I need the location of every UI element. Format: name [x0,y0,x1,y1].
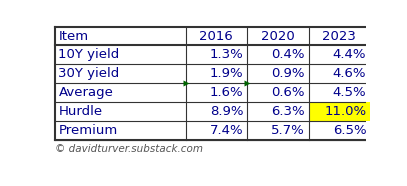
Text: 2023: 2023 [322,30,356,43]
Text: Hurdle: Hurdle [59,105,103,118]
Text: 5.7%: 5.7% [271,124,305,137]
Text: 0.6%: 0.6% [271,86,305,99]
Text: 30Y yield: 30Y yield [59,67,120,80]
Text: 2020: 2020 [261,30,295,43]
Text: 8.9%: 8.9% [210,105,243,118]
Text: 1.9%: 1.9% [210,67,243,80]
Text: 4.5%: 4.5% [333,86,366,99]
Text: 0.9%: 0.9% [271,67,305,80]
Text: © davidturver.substack.com: © davidturver.substack.com [55,144,203,154]
Text: 6.3%: 6.3% [271,105,305,118]
Text: 1.3%: 1.3% [210,48,243,61]
Bar [309,102,370,121]
Text: Premium: Premium [59,124,118,137]
Text: 2016: 2016 [199,30,233,43]
Text: Average: Average [59,86,113,99]
Text: 7.4%: 7.4% [210,124,243,137]
Text: 4.4%: 4.4% [333,48,366,61]
Text: 0.4%: 0.4% [271,48,305,61]
Text: 11.0%: 11.0% [324,105,366,118]
Text: 10Y yield: 10Y yield [59,48,120,61]
Text: 1.6%: 1.6% [210,86,243,99]
Text: Item: Item [59,30,89,43]
Text: 6.5%: 6.5% [333,124,366,137]
Text: 4.6%: 4.6% [333,67,366,80]
